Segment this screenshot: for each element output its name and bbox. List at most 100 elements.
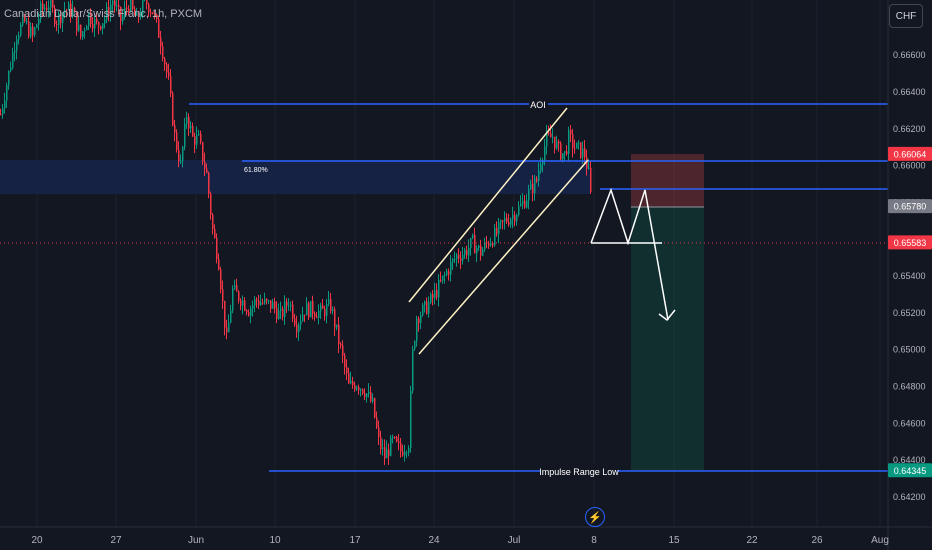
candle-body — [218, 259, 220, 270]
candle-body — [288, 305, 290, 307]
candle-body — [554, 136, 556, 149]
aoi-label: AOI — [530, 100, 546, 110]
candle-body — [208, 172, 210, 194]
candle-body — [44, 8, 46, 10]
candle-body — [534, 178, 536, 194]
fib-label: 61.80% — [244, 167, 268, 174]
candle-body — [526, 200, 528, 208]
candle-body — [264, 299, 266, 303]
candle-body — [386, 449, 388, 459]
candle-body — [280, 308, 282, 311]
candle-body — [170, 76, 172, 94]
candle-body — [446, 271, 448, 275]
y-tick-label: 0.65200 — [893, 308, 926, 318]
candle-body — [334, 309, 336, 328]
candle-body — [428, 302, 430, 314]
candle-body — [198, 133, 200, 136]
candle-body — [406, 452, 408, 454]
candle-body — [300, 320, 302, 325]
candle-body — [456, 254, 458, 259]
candle-body — [582, 148, 584, 158]
y-tick-label: 0.66000 — [893, 161, 926, 171]
tradingview-logo-icon[interactable]: ⚡ — [585, 507, 605, 527]
currency-button[interactable]: CHF — [889, 4, 923, 28]
candle-body — [458, 254, 460, 259]
candle-body — [200, 133, 202, 143]
candle-body — [228, 322, 230, 333]
candle-body — [558, 141, 560, 144]
candle-body — [444, 274, 446, 276]
candle-body — [410, 390, 412, 449]
candle-body — [2, 108, 4, 115]
candle-body — [560, 143, 562, 160]
candle-body — [114, 0, 116, 7]
candle-body — [226, 327, 228, 333]
candle-body — [242, 300, 244, 306]
candle-body — [10, 67, 12, 71]
candle-body — [38, 18, 40, 25]
candle-body — [188, 116, 190, 129]
candle-body — [364, 393, 366, 397]
candle-body — [392, 437, 394, 439]
symbol-title[interactable]: Canadian Dollar/Swiss Franc, 1h, PXCM — [4, 8, 203, 20]
candle-body — [568, 130, 570, 154]
candle-body — [140, 14, 142, 17]
candle-body — [222, 289, 224, 301]
candle-body — [420, 315, 422, 323]
candle-body — [80, 24, 82, 37]
candle-body — [390, 437, 392, 456]
x-tick-label: 10 — [269, 535, 281, 546]
candle-body — [82, 31, 84, 37]
candle-body — [238, 291, 240, 301]
candle-body — [268, 300, 270, 302]
candle-body — [66, 9, 68, 11]
candle-body — [502, 220, 504, 222]
price-badge — [888, 463, 932, 478]
candle-body — [120, 7, 122, 22]
candle-body — [400, 442, 402, 452]
candle-body — [58, 13, 60, 25]
y-tick-label: 0.66200 — [893, 124, 926, 134]
candle-body — [84, 30, 86, 32]
candle-body — [186, 116, 188, 124]
x-tick-label: 22 — [746, 535, 758, 546]
candle-body — [0, 114, 2, 116]
candle-body — [566, 151, 568, 154]
candle-body — [260, 302, 262, 305]
candle-body — [590, 167, 592, 192]
candle-body — [324, 308, 326, 317]
candle-body — [96, 19, 98, 23]
candle-body — [370, 391, 372, 402]
candle-body — [108, 7, 110, 16]
candle-body — [234, 285, 236, 289]
candle-body — [70, 3, 72, 17]
candle-body — [470, 238, 472, 249]
candle-body — [310, 300, 312, 318]
candle-body — [274, 301, 276, 309]
candle-body — [544, 146, 546, 161]
y-tick-label: 0.65000 — [893, 345, 926, 355]
candle-body — [92, 23, 94, 29]
candle-body — [110, 4, 112, 16]
candle-body — [166, 64, 168, 73]
candle-body — [338, 324, 340, 344]
candle-body — [8, 70, 10, 86]
candle-body — [572, 134, 574, 149]
candle-body — [236, 285, 238, 292]
candle-body — [178, 149, 180, 162]
area-of-interest-zone — [0, 160, 590, 194]
candle-body — [496, 227, 498, 235]
candle-body — [248, 312, 250, 316]
candle-body — [46, 8, 48, 10]
candle-body — [68, 3, 70, 11]
candle-body — [312, 300, 314, 314]
price-badge — [888, 235, 932, 250]
candle-body — [134, 8, 136, 16]
candle-body — [486, 242, 488, 244]
candle-body — [520, 203, 522, 206]
candle-body — [358, 387, 360, 391]
time-axis[interactable]: 20 27 Jun 10 17 24 Jul 8 15 22 26 Aug — [31, 535, 888, 546]
candle-body — [150, 12, 152, 14]
candle-body — [336, 324, 338, 328]
